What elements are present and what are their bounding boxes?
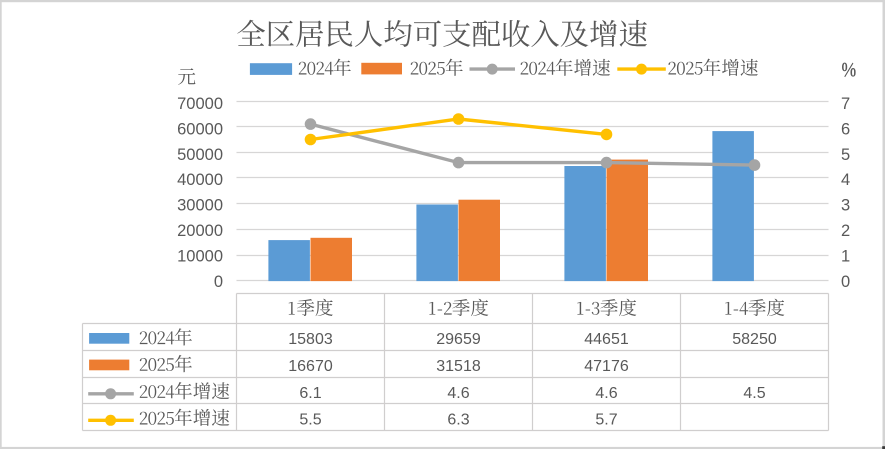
svg-text:40000: 40000 [177, 171, 223, 189]
svg-text:0: 0 [841, 273, 850, 291]
svg-text:2: 2 [841, 222, 850, 240]
svg-text:1: 1 [841, 247, 850, 265]
svg-text:4.5: 4.5 [743, 385, 765, 402]
svg-text:47176: 47176 [584, 358, 629, 375]
svg-text:3: 3 [841, 197, 850, 215]
svg-text:15803: 15803 [288, 331, 333, 348]
svg-text:4: 4 [841, 171, 850, 189]
svg-text:60000: 60000 [177, 120, 223, 138]
svg-text:4.6: 4.6 [447, 385, 469, 402]
svg-text:4.6: 4.6 [595, 385, 617, 402]
svg-text:16670: 16670 [288, 358, 333, 375]
svg-text:6.3: 6.3 [447, 412, 469, 429]
svg-text:50000: 50000 [177, 146, 223, 164]
svg-text:29659: 29659 [436, 331, 481, 348]
svg-text:44651: 44651 [584, 331, 629, 348]
svg-text:58250: 58250 [732, 331, 777, 348]
svg-text:30000: 30000 [177, 197, 223, 215]
svg-text:5.5: 5.5 [299, 412, 321, 429]
svg-text:31518: 31518 [436, 358, 481, 375]
svg-text:7: 7 [841, 95, 850, 113]
svg-text:0: 0 [214, 273, 223, 291]
svg-text:5: 5 [841, 146, 850, 164]
svg-text:5.7: 5.7 [595, 412, 617, 429]
svg-text:20000: 20000 [177, 222, 223, 240]
svg-text:6: 6 [841, 120, 850, 138]
svg-text:10000: 10000 [177, 247, 223, 265]
svg-text:6.1: 6.1 [299, 385, 321, 402]
svg-text:70000: 70000 [177, 95, 223, 113]
